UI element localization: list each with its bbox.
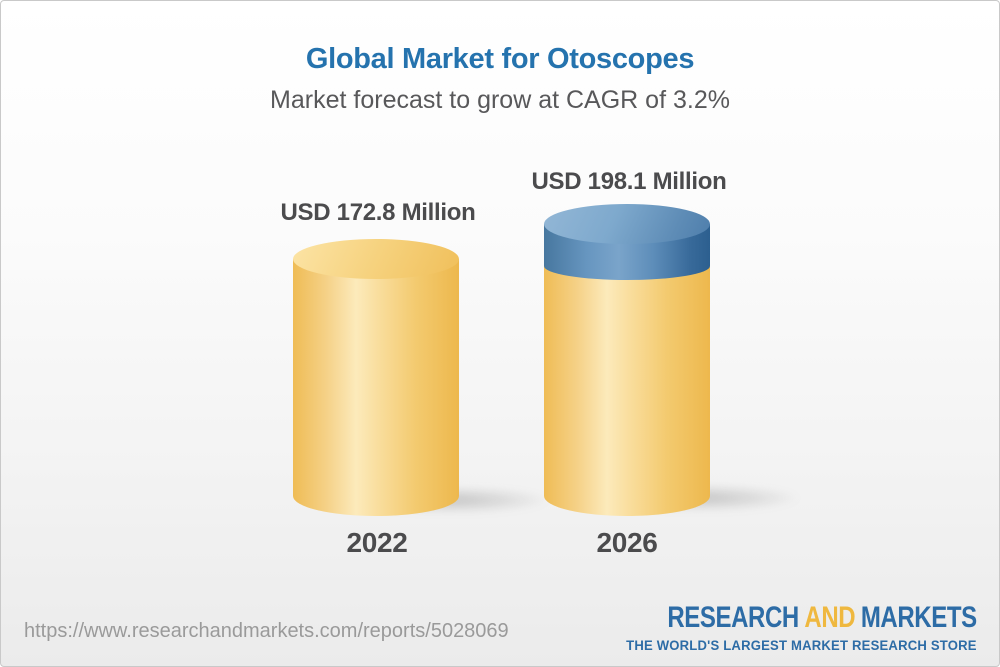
logo-wordmark: RESEARCH AND MARKETS <box>667 601 978 635</box>
logo-word-research: RESEARCH <box>667 601 800 634</box>
cylinder-body-2022 <box>293 259 459 516</box>
logo-word-markets: MARKETS <box>861 601 977 634</box>
research-and-markets-logo: RESEARCH AND MARKETS THE WORLD'S LARGEST M… <box>590 601 977 653</box>
value-label-2022: USD 172.8 Million <box>280 199 476 226</box>
chart-title: Global Market for Otoscopes <box>305 43 695 75</box>
logo-tagline: THE WORLD'S LARGEST MARKET RESEARCH STOR… <box>626 638 977 653</box>
axis-label-2026: 2026 <box>596 527 658 558</box>
logo-word-and: AND <box>804 601 856 634</box>
source-url[interactable]: https://www.researchandmarkets.com/repor… <box>24 620 509 642</box>
cylinder-body-2026 <box>544 266 710 516</box>
cylinder-top-2022 <box>293 239 459 279</box>
axis-label-2022: 2022 <box>346 527 408 558</box>
chart-subtitle: Market forecast to grow at CAGR of 3.2% <box>270 86 730 114</box>
cylinder-top-2026 <box>544 204 710 244</box>
value-label-2026: USD 198.1 Million <box>531 168 727 195</box>
